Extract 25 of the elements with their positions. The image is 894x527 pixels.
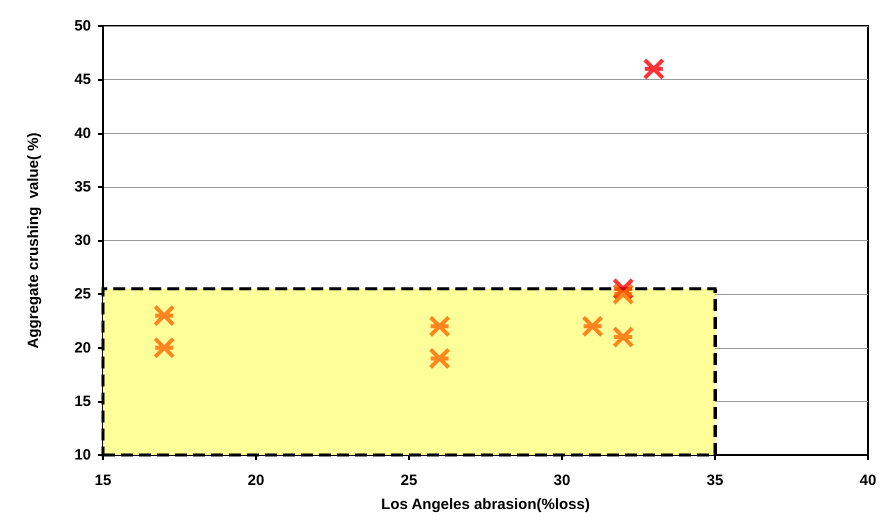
- point: [153, 336, 176, 359]
- point: [612, 326, 634, 348]
- point: [153, 304, 176, 327]
- x-tick-label: 25: [400, 472, 418, 489]
- point: [612, 283, 634, 306]
- x-axis-title: Los Angeles abrasion(%loss): [381, 496, 590, 513]
- point: [428, 347, 451, 370]
- y-tick-label: 50: [74, 18, 91, 34]
- y-tick-label: 35: [74, 178, 91, 196]
- y-tick-label: 15: [74, 392, 91, 410]
- point: [642, 58, 665, 80]
- x-tick-label: 15: [94, 472, 112, 489]
- x-tick-label: 20: [248, 472, 264, 489]
- y-tick-label: 10: [74, 446, 91, 464]
- y-tick-label: 40: [74, 124, 91, 142]
- y-axis-title: Aggregate crushing value( %): [25, 132, 42, 348]
- x-tick-label: 35: [706, 472, 724, 489]
- y-tick-label: 25: [74, 286, 91, 303]
- x-tick-label: 40: [860, 472, 876, 489]
- y-tick-label: 30: [74, 232, 91, 249]
- y-tick-label: 45: [74, 71, 91, 88]
- x-tick-label: 30: [554, 472, 570, 489]
- y-tick-label: 20: [74, 339, 91, 356]
- point: [428, 315, 451, 338]
- point: [582, 315, 604, 338]
